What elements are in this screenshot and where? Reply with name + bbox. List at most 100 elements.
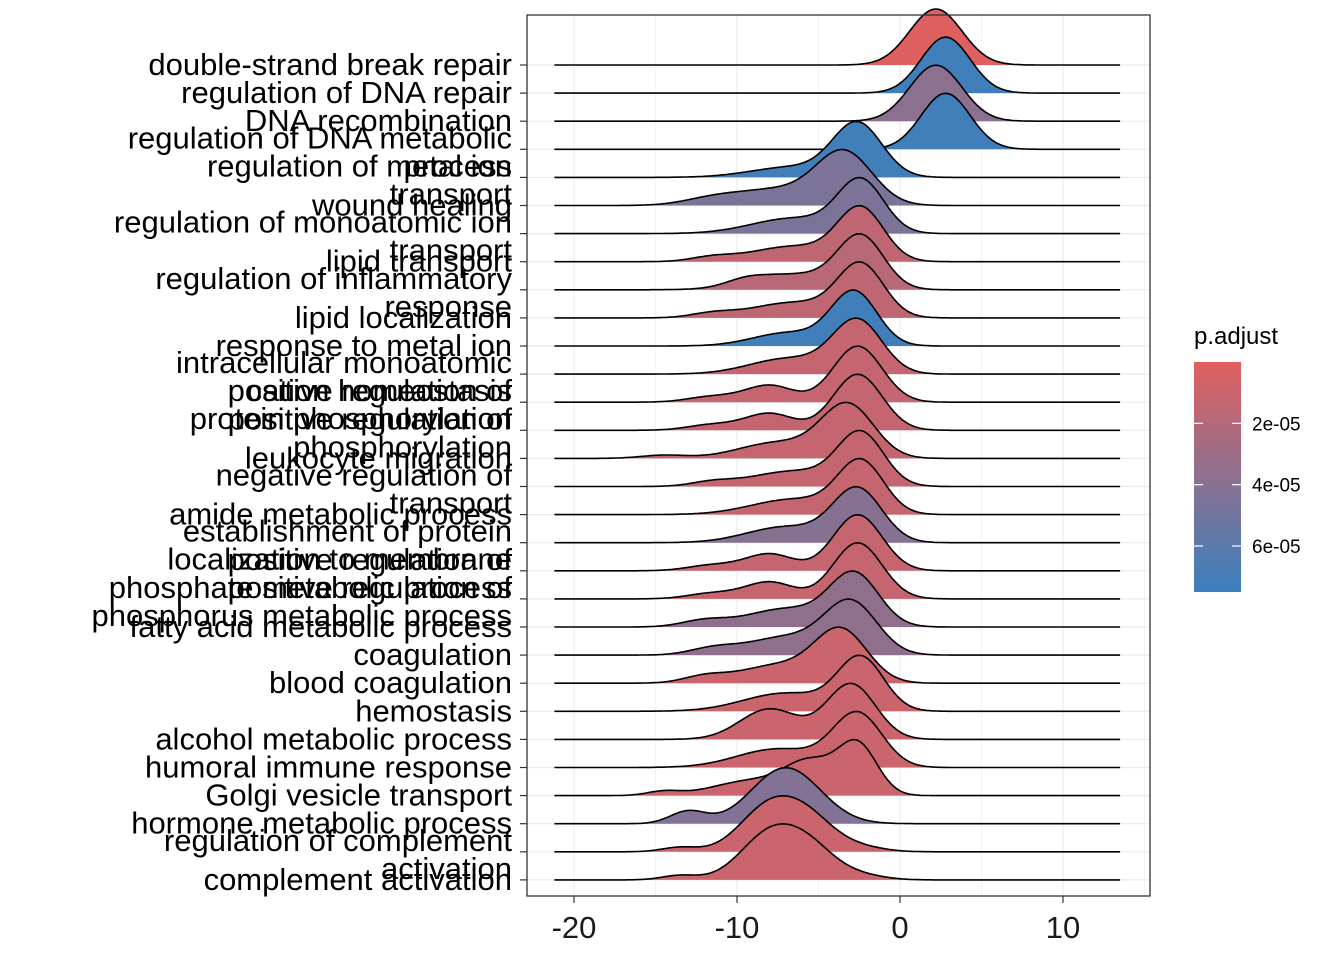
ridge — [554, 654, 1121, 713]
ridge-outline — [554, 598, 1121, 656]
ridge — [554, 36, 1121, 94]
ridge-fill — [554, 683, 1120, 740]
ridge-fill — [554, 739, 1120, 796]
ridge-fill — [554, 542, 1120, 599]
ridge-fill — [554, 261, 1120, 318]
ridge-outline — [554, 120, 1121, 179]
y-tick-label: regulation of inflammatory — [155, 261, 512, 296]
ridge-fill — [554, 374, 1120, 431]
ridge — [554, 8, 1121, 66]
ridge — [554, 710, 1121, 769]
ridge-fill — [554, 430, 1120, 487]
ridge-outline — [554, 289, 1121, 347]
ridge-outline — [554, 654, 1121, 713]
ridge — [554, 738, 1121, 797]
ridge — [554, 401, 1121, 460]
y-tick-label: establishment of protein — [183, 514, 512, 549]
ridge — [554, 626, 1121, 684]
y-tick-label: hemostasis — [355, 693, 512, 728]
ridge — [554, 570, 1121, 628]
y-tick-label: complement activation — [204, 862, 512, 897]
y-tick-label: wound healing — [311, 188, 512, 223]
ridge-fill — [554, 514, 1120, 571]
ridge-outline — [554, 626, 1121, 684]
y-tick-label: DNA recombination — [245, 103, 512, 138]
y-tick-label: activation — [381, 851, 512, 886]
ridge-outline — [554, 457, 1121, 516]
y-tick-label: positive regulation of — [228, 373, 513, 408]
y-tick-label: positive regulation of — [228, 401, 513, 436]
ridge-outline — [554, 373, 1121, 432]
ridge — [554, 794, 1121, 853]
ridge-outline — [554, 485, 1121, 544]
ridge — [554, 373, 1121, 432]
legend: p.adjust 2e-05 4e-05 6e-05 — [1194, 323, 1301, 592]
ridge-fill — [554, 318, 1120, 375]
ridge-fill — [554, 767, 1120, 824]
ridge-fill — [554, 149, 1120, 206]
ridge — [554, 176, 1121, 235]
y-tick-label: positive regulation of — [228, 570, 513, 605]
ridge — [554, 457, 1121, 516]
ridge-outline — [554, 823, 1121, 881]
ridge-fill — [554, 290, 1120, 346]
panel-border — [526, 14, 1151, 897]
y-tick-label: response to metal ion — [216, 328, 512, 363]
x-tick-label: -20 — [552, 910, 597, 945]
ridge — [554, 232, 1121, 291]
ridge-outline — [554, 766, 1121, 825]
legend-title: p.adjust — [1194, 323, 1278, 350]
ridges — [554, 8, 1121, 881]
ridge-fill — [554, 627, 1120, 684]
y-tick-label: response — [384, 289, 512, 324]
ridge-outline — [554, 401, 1121, 460]
y-tick-label: blood coagulation — [269, 665, 512, 700]
legend-ticks: 2e-05 4e-05 6e-05 — [1194, 414, 1301, 558]
y-tick-label: transport — [390, 176, 513, 211]
y-tick-label: intracellular monoatomic — [176, 345, 512, 380]
ridge-fill — [554, 346, 1120, 403]
y-tick-label: positive regulation of — [228, 542, 513, 577]
y-tick-label: Golgi vesicle transport — [205, 778, 512, 813]
y-tick-label: amide metabolic process — [169, 497, 512, 532]
ridge — [554, 317, 1121, 375]
y-tick-label: double-strand break repair — [148, 47, 512, 82]
ridge-fill — [554, 571, 1120, 627]
y-tick-label: negative regulation of — [216, 458, 513, 493]
legend-tick-label: 6e-05 — [1252, 537, 1301, 558]
y-tick-label: localization to membrane — [167, 542, 512, 577]
ridge — [554, 485, 1121, 544]
ridge — [554, 345, 1121, 403]
ridge-outline — [554, 570, 1121, 628]
ridge-fill — [554, 402, 1120, 459]
ridge-outline — [554, 317, 1121, 375]
ridge — [554, 682, 1121, 741]
ridge-outline — [554, 64, 1121, 122]
y-axis-labels: double-strand break repair regulation of … — [92, 47, 527, 897]
y-tick-label: hormone metabolic process — [131, 806, 512, 841]
y-tick-label: phosphorus metabolic process — [92, 598, 512, 633]
y-tick-label: humoral immune response — [145, 750, 512, 785]
ridge — [554, 542, 1121, 600]
ridge-outline — [554, 232, 1121, 291]
y-tick-label: transport — [390, 233, 513, 268]
x-tick-label: 0 — [891, 910, 908, 945]
ridge — [554, 261, 1121, 319]
ridge-outline — [554, 36, 1121, 94]
ridge-fill — [554, 486, 1120, 543]
y-tick-label: transport — [390, 486, 513, 521]
ridge-fill — [554, 795, 1120, 852]
ridge-fill — [554, 233, 1120, 290]
ridge-outline — [554, 738, 1121, 797]
ridge-fill — [554, 93, 1120, 150]
y-tick-label: fatty acid metabolic process — [129, 609, 512, 644]
ridge-outline — [554, 8, 1121, 66]
ridge — [554, 429, 1121, 488]
ridge-outline — [554, 204, 1121, 263]
ridge — [554, 766, 1121, 825]
y-tick-label: regulation of monoatomic ion — [114, 205, 512, 240]
ridge-fill — [554, 458, 1120, 515]
ridge — [554, 513, 1121, 572]
x-tick-label: -10 — [715, 910, 760, 945]
